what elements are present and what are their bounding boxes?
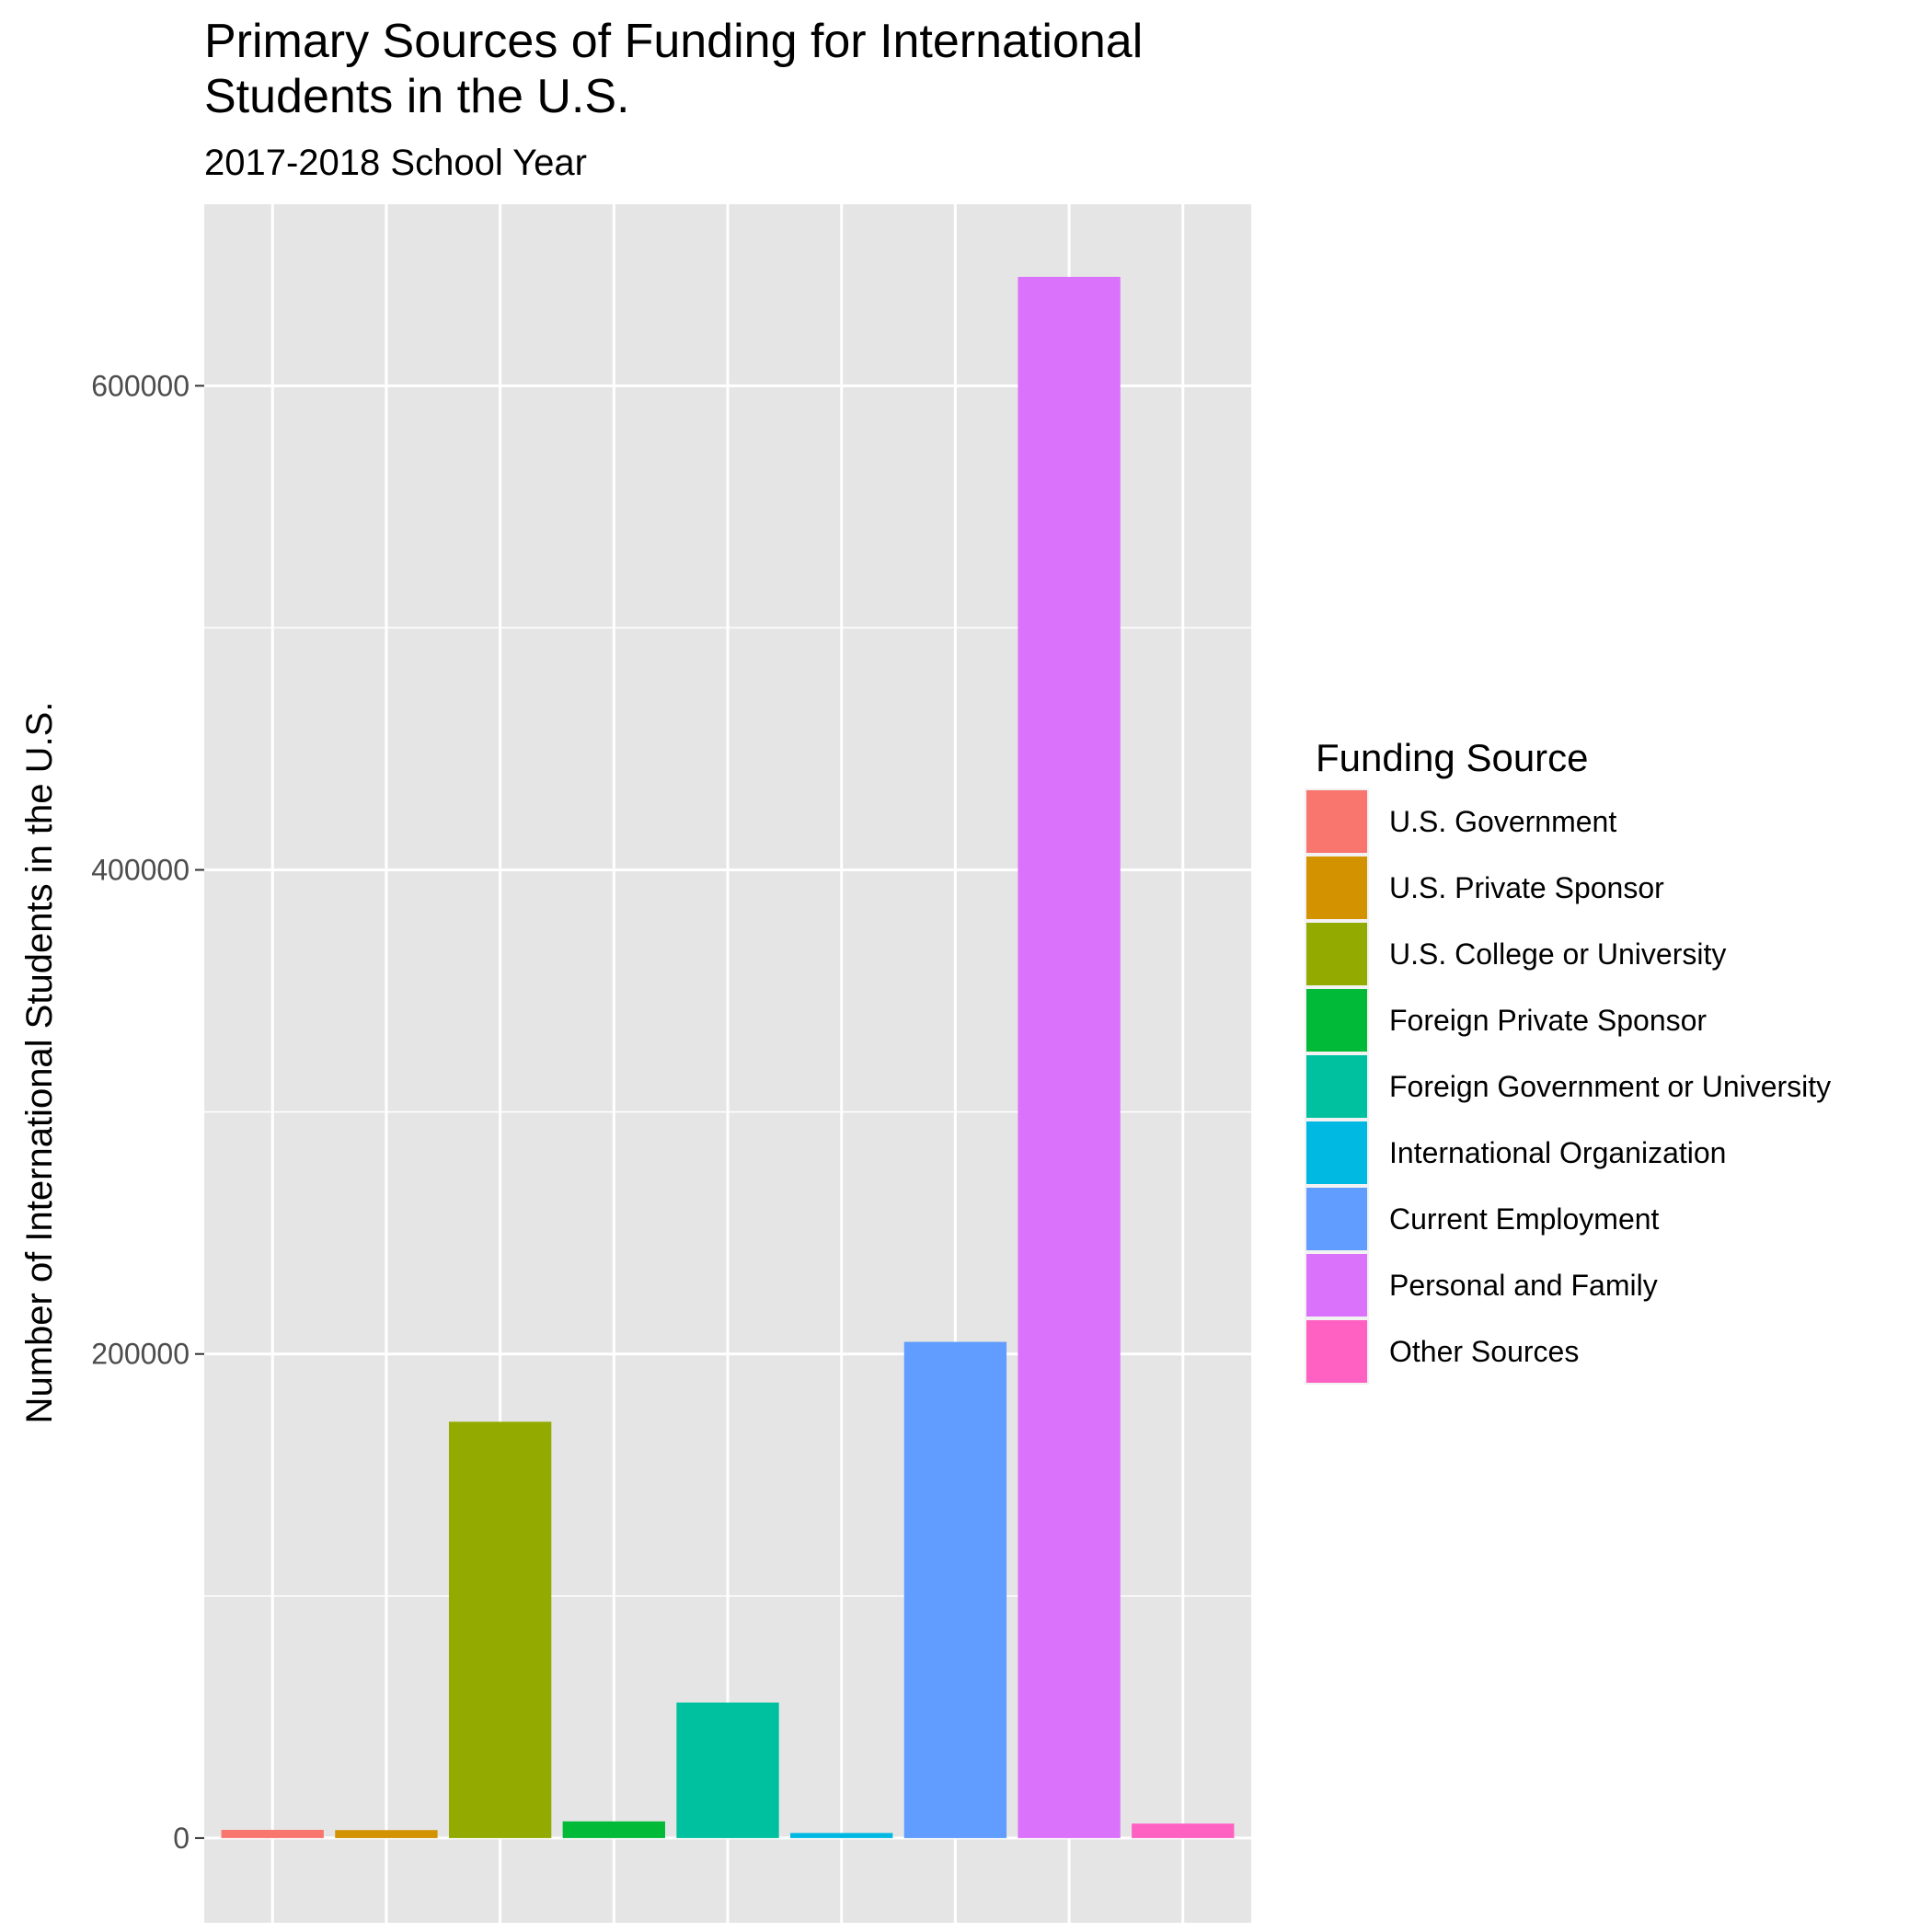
y-axis-title: Number of International Students in the … bbox=[19, 702, 60, 1424]
bar-u-s-college-or-university bbox=[448, 1421, 552, 1838]
legend-label: International Organization bbox=[1389, 1136, 1726, 1169]
legend-label: Foreign Government or University bbox=[1389, 1070, 1831, 1103]
legend-key-swatch bbox=[1306, 989, 1367, 1052]
legend-label: Current Employment bbox=[1389, 1202, 1660, 1236]
legend-key-swatch bbox=[1306, 857, 1367, 919]
y-tick-label: 600000 bbox=[91, 369, 190, 402]
y-tick-label: 400000 bbox=[91, 854, 190, 887]
bar-u-s-government bbox=[221, 1829, 324, 1838]
legend-key-swatch bbox=[1306, 1121, 1367, 1184]
legend-label: Personal and Family bbox=[1389, 1269, 1658, 1302]
y-axis: 0 200000 400000 600000 bbox=[91, 369, 204, 1855]
legend-label: U.S. Government bbox=[1389, 805, 1616, 838]
bar-international-organization bbox=[790, 1833, 893, 1838]
legend-label: Foreign Private Sponsor bbox=[1389, 1004, 1707, 1037]
legend-key-swatch bbox=[1306, 1055, 1367, 1118]
bar-u-s-private-sponsor bbox=[335, 1830, 438, 1838]
bar-foreign-government-or-university bbox=[676, 1702, 779, 1838]
legend-label: Other Sources bbox=[1389, 1335, 1579, 1368]
bar-other-sources bbox=[1132, 1823, 1235, 1838]
legend-label: U.S. College or University bbox=[1389, 937, 1726, 971]
bars bbox=[221, 276, 1235, 1838]
legend-key-swatch bbox=[1306, 1320, 1367, 1383]
legend-key-swatch bbox=[1306, 1188, 1367, 1250]
bar-current-employment bbox=[903, 1341, 1007, 1838]
chart-subtitle: 2017-2018 School Year bbox=[204, 143, 587, 183]
y-tick-label: 0 bbox=[173, 1822, 190, 1855]
legend: Funding Source U.S. Government U.S. Priva… bbox=[1305, 736, 1831, 1385]
legend-key-swatch bbox=[1306, 1254, 1367, 1317]
chart-title-line-1: Primary Sources of Funding for Internati… bbox=[204, 15, 1143, 68]
legend-key-swatch bbox=[1306, 790, 1367, 853]
chart-title-line-2: Students in the U.S. bbox=[204, 70, 630, 123]
y-tick-label: 200000 bbox=[91, 1338, 190, 1371]
legend-label: U.S. Private Sponsor bbox=[1389, 871, 1664, 904]
bar-personal-and-family bbox=[1018, 276, 1121, 1838]
bar-foreign-private-sponsor bbox=[562, 1821, 665, 1838]
legend-title: Funding Source bbox=[1316, 736, 1589, 779]
legend-key-swatch bbox=[1306, 923, 1367, 985]
